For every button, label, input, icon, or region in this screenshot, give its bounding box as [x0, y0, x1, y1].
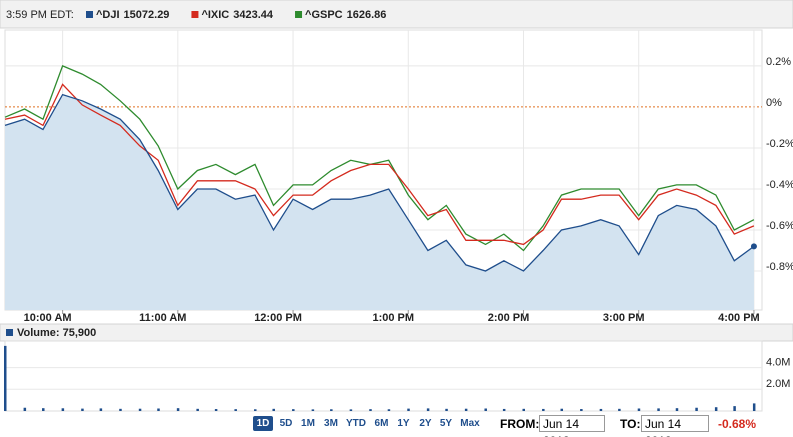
range-button[interactable]: 1Y — [397, 418, 410, 429]
volume-bar — [176, 408, 180, 411]
volume-bar — [464, 408, 468, 411]
range-button[interactable]: 5D — [279, 418, 293, 429]
header-bar — [0, 0, 793, 29]
volume-bar — [445, 408, 448, 411]
volume-bar — [657, 408, 660, 411]
line — [4, 93, 755, 272]
range-button[interactable]: 2Y — [419, 418, 432, 429]
range-button[interactable]: 5Y — [439, 418, 453, 429]
volume-bar — [4, 345, 7, 411]
volume-bar — [81, 408, 84, 411]
x-tick-label: 4:00 PM — [718, 312, 760, 324]
range-button[interactable]: Max — [460, 418, 480, 429]
volume-header-bar — [0, 323, 793, 342]
controls: FROM: Jun 14 2013 TO: Jun 14 2013 -0.68%… — [0, 412, 793, 437]
volume-bar — [560, 408, 564, 411]
volume-title: Volume: 75,900 — [17, 327, 96, 339]
y-tick-label: 0% — [766, 97, 782, 109]
line — [4, 65, 755, 252]
legend-quote: 15072.29 — [124, 9, 170, 21]
line — [4, 83, 755, 246]
volume-bar — [426, 408, 430, 411]
volume-bar — [618, 408, 621, 411]
legend-swatch — [86, 11, 93, 18]
volume-bar — [196, 408, 199, 411]
y-tick-label: -0.4% — [766, 179, 793, 191]
x-tick-label: 1:00 PM — [372, 312, 414, 324]
legend-swatch — [295, 11, 303, 18]
volume-bar — [99, 408, 103, 411]
y-tick-label: -0.6% — [766, 220, 793, 232]
legend-quote: 1626.86 — [347, 9, 387, 21]
volume-bar — [522, 408, 525, 411]
range-button[interactable]: 3M — [324, 418, 338, 429]
volume-swatch — [6, 329, 13, 336]
y-tick-label: -0.8% — [766, 261, 793, 273]
x-tick-label: 3:00 PM — [603, 312, 645, 324]
volume-bar — [599, 408, 603, 411]
legend-quote: 3423.44 — [233, 9, 274, 21]
volume-bar — [580, 409, 583, 411]
volume-bar — [637, 408, 641, 411]
volume-bar — [695, 407, 698, 411]
volume-border — [4, 340, 763, 412]
volume-bar — [502, 408, 506, 411]
y-tick-label: 2.0M — [766, 378, 790, 390]
volume-bar — [254, 409, 257, 411]
volume-bar — [272, 408, 275, 411]
range-button[interactable]: 6M — [374, 418, 389, 429]
volume-bar — [42, 408, 45, 411]
x-tick-label: 12:00 PM — [254, 312, 302, 324]
volume-bar — [292, 409, 295, 411]
volume-bar — [23, 407, 27, 411]
volume-bar — [214, 409, 218, 411]
area — [5, 94, 754, 310]
volume-bar — [157, 408, 160, 411]
volume-bar — [675, 408, 679, 411]
volume-bar — [138, 408, 142, 411]
from-input[interactable]: Jun 14 2013 — [539, 415, 605, 437]
legend-name: ^IXIC — [201, 9, 229, 21]
volume-bar — [119, 408, 122, 411]
volume-bar — [234, 409, 237, 411]
change: -0.68% — [718, 417, 757, 431]
volume-bar — [484, 408, 487, 411]
volume-bar — [330, 409, 333, 411]
legend-swatch — [191, 11, 199, 18]
timestamp: 3:59 PM EDT: — [6, 9, 74, 21]
range-button[interactable]: 1M — [301, 418, 315, 429]
legend-name: ^GSPC — [305, 9, 343, 21]
volume-bar — [349, 409, 353, 411]
range-button[interactable]: YTD — [346, 418, 366, 429]
volume-bar — [369, 409, 372, 411]
volume-bar — [407, 408, 410, 411]
x-tick-label: 2:00 PM — [488, 312, 530, 324]
y-tick-label: 4.0M — [766, 356, 790, 368]
volume-bar — [542, 408, 545, 411]
volume-bar — [61, 408, 65, 411]
x-tick-label: 11:00 AM — [139, 312, 186, 324]
x-tick-label: 10:00 AM — [24, 312, 72, 324]
legend-name: ^DJI — [96, 9, 120, 21]
volume-bar — [387, 409, 391, 411]
to-label: TO: — [620, 417, 641, 431]
last-point — [750, 243, 757, 250]
from-label: FROM: — [500, 417, 540, 431]
volume-bar — [733, 406, 736, 411]
volume-bar — [311, 409, 315, 411]
to-input[interactable]: Jun 14 2013 — [641, 415, 709, 437]
range-button[interactable]: 1D — [253, 416, 273, 431]
y-tick-label: 0.2% — [766, 56, 791, 68]
volume-bar — [714, 407, 718, 411]
y-tick-label: -0.2% — [766, 138, 793, 150]
volume-bar — [752, 403, 756, 411]
